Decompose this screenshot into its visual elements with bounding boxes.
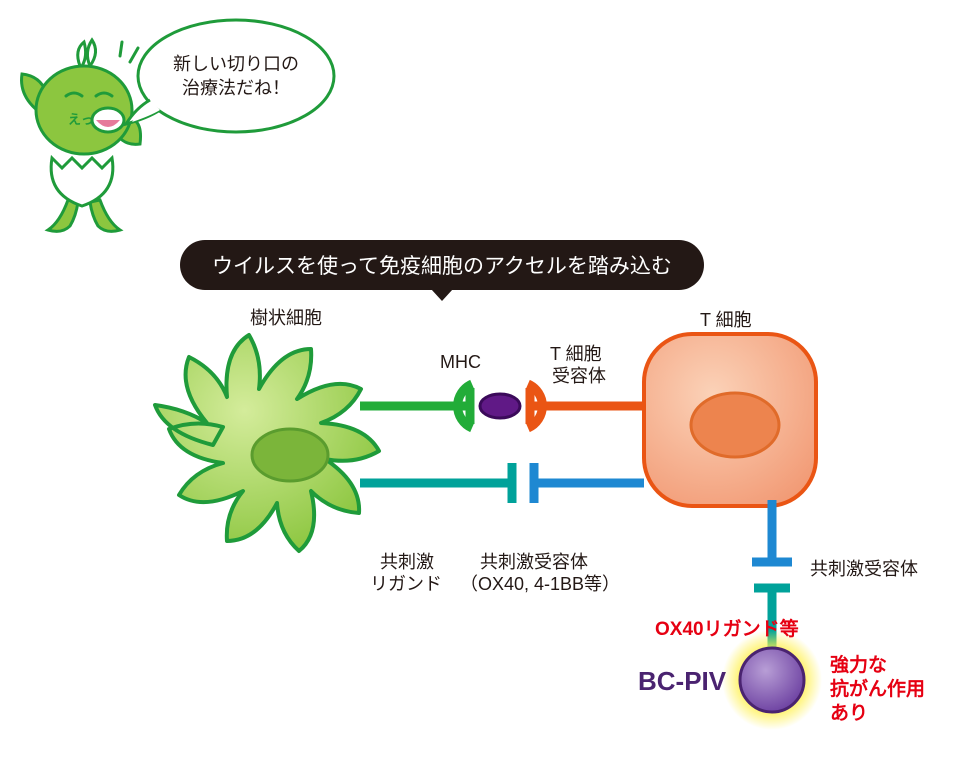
dendritic-label: 樹状細胞	[250, 304, 322, 330]
bcpiv-sphere	[740, 648, 804, 712]
speech-bubble: 新しい切り口の 治療法だね！	[126, 20, 334, 132]
antigen-oval	[480, 394, 520, 418]
bcpiv-side-3: あり	[830, 698, 868, 725]
mascot-character: えっ	[22, 40, 154, 231]
tcr-connector	[528, 384, 644, 428]
mascot-face-text: えっ	[68, 112, 94, 127]
mhc-connector	[360, 384, 472, 428]
bcpiv-label: BC-PIV	[638, 666, 726, 697]
speech-line-2: 治療法だね！	[182, 78, 290, 98]
costim-ligand-connector	[360, 463, 512, 503]
section-banner: ウイルスを使って免疫細胞のアクセルを踏み込む	[180, 240, 704, 290]
cor-side-label: 共刺激受容体	[810, 555, 918, 581]
tcell-label: T 細胞	[700, 306, 752, 332]
speech-line-1: 新しい切り口の	[173, 54, 299, 74]
mhc-label: MHC	[440, 352, 481, 373]
cor-label-2: （OX40, 4-1BB等）	[460, 570, 620, 596]
dendritic-cell	[155, 335, 379, 551]
lig-label-2: リガンド	[370, 570, 442, 596]
ox40-ligand-label: OX40リガンド等	[655, 614, 799, 641]
costim-receptor-connector	[534, 463, 644, 503]
diagram-canvas: えっ 新しい切り口の 治療法だね！	[0, 0, 972, 768]
bcpiv-side-1: 強力な	[830, 650, 887, 677]
costim-receptor-2-connector	[752, 500, 792, 562]
tcr-label-2: 受容体	[552, 362, 606, 388]
banner-text: ウイルスを使って免疫細胞のアクセルを踏み込む	[212, 255, 672, 278]
t-cell	[644, 334, 816, 506]
bcpiv-side-2: 抗がん作用	[830, 674, 925, 701]
